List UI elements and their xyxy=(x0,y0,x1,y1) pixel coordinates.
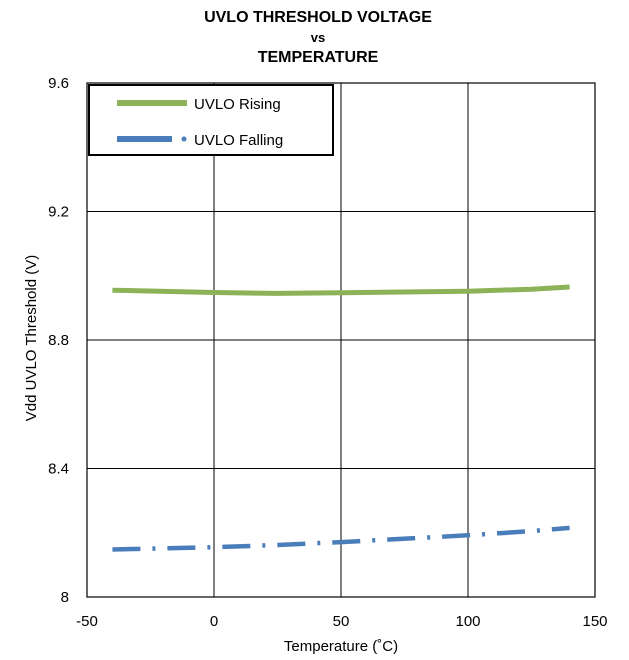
series-line-uvlo-falling xyxy=(112,525,570,552)
y-tick-label: 8.8 xyxy=(48,332,69,349)
chart-title: UVLO THRESHOLD VOLTAGE vs TEMPERATURE xyxy=(204,9,432,66)
legend-label-uvlo-rising: UVLO Rising xyxy=(194,96,281,113)
chart-title-line-2: vs xyxy=(311,30,325,45)
gridlines xyxy=(87,83,595,597)
chart-title-line-3: TEMPERATURE xyxy=(258,49,379,66)
y-tick-label: 9.2 xyxy=(48,204,69,221)
x-tick-label: 100 xyxy=(455,613,480,630)
legend: UVLO Rising UVLO Falling xyxy=(88,84,334,156)
x-tick-label: 0 xyxy=(210,613,218,630)
series-line-uvlo-rising xyxy=(112,284,570,296)
y-tick-label: 8 xyxy=(61,589,69,606)
plot-area-frame xyxy=(86,82,596,598)
legend-swatch-uvlo-falling-dot xyxy=(181,136,187,142)
x-axis-label: Temperature (˚C) xyxy=(284,638,398,655)
y-tick-label: 8.4 xyxy=(48,461,69,478)
y-tick-labels: 8 8.4 8.8 9.2 9.6 xyxy=(48,75,69,606)
x-tick-label: 150 xyxy=(582,613,607,630)
x-tick-labels: -50 0 50 100 150 xyxy=(76,613,607,630)
x-tick-label: 50 xyxy=(333,613,350,630)
y-tick-label: 9.6 xyxy=(48,75,69,92)
y-axis-label: Vdd UVLO Threshold (V) xyxy=(23,255,40,421)
legend-box xyxy=(88,84,334,156)
legend-label-uvlo-falling: UVLO Falling xyxy=(194,132,283,149)
series-layer xyxy=(112,284,570,552)
chart-title-line-1: UVLO THRESHOLD VOLTAGE xyxy=(204,9,432,26)
x-tick-label: -50 xyxy=(76,613,98,630)
